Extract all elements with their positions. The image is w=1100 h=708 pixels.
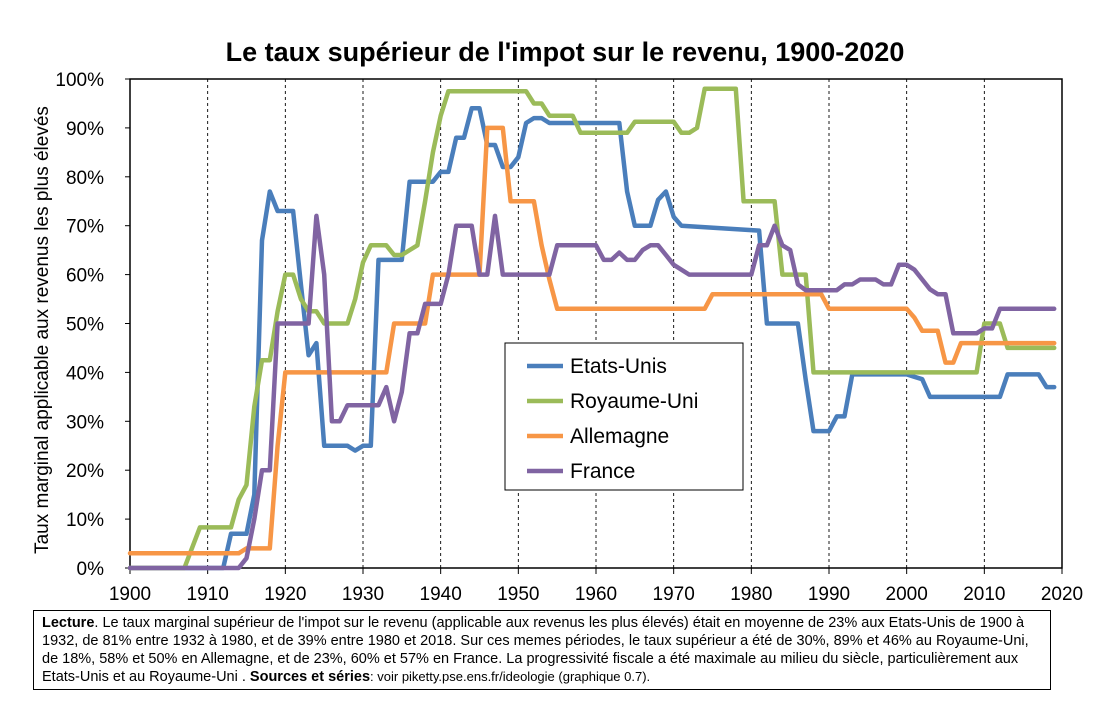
series-line-allemagne xyxy=(127,125,1057,556)
x-tick-label: 1970 xyxy=(653,584,695,605)
y-tick-label: 30% xyxy=(66,412,104,433)
legend-items: Etats-Unis Royaume-Uni Allemagne France xyxy=(527,355,698,483)
x-tick-label: 1900 xyxy=(109,584,151,605)
y-tick-label: 70% xyxy=(66,217,104,238)
legend-label-royaume-uni: Royaume-Uni xyxy=(570,390,698,413)
y-tick-label: 10% xyxy=(66,510,104,531)
y-tick-label: 40% xyxy=(66,363,104,384)
y-axis-ticks: 0% 10% 20% 30% 40% 50% 60% 70% 80% 90% 100% xyxy=(55,70,130,580)
y-tick-label: 50% xyxy=(66,315,104,336)
x-tick-label: 1980 xyxy=(730,584,772,605)
y-tick-label: 0% xyxy=(77,559,105,580)
x-tick-label: 1940 xyxy=(420,584,462,605)
x-tick-label: 2000 xyxy=(886,584,928,605)
series-line-france xyxy=(127,213,1057,571)
sources-label: Sources et séries xyxy=(249,669,371,685)
legend-label-etats-unis: Etats-Unis xyxy=(570,355,667,378)
legend-label-france: France xyxy=(570,460,635,483)
y-tick-label: 20% xyxy=(66,461,104,482)
x-tick-label: 1920 xyxy=(264,584,306,605)
x-tick-label: 1930 xyxy=(342,584,384,605)
lecture-note: Lecture. Le taux marginal supérieur de l… xyxy=(33,610,1051,690)
note-text: . Le taux marginal supérieur de l'impot … xyxy=(42,615,1029,685)
series-lines xyxy=(127,86,1057,571)
chart-title: Le taux supérieur de l'impot sur le reve… xyxy=(226,37,905,67)
x-axis-ticks: 1900 1910 1920 1930 1940 1950 1960 1970 1980 1990… xyxy=(109,568,1083,605)
x-tick-label: 1950 xyxy=(497,584,539,605)
y-tick-label: 100% xyxy=(55,70,104,91)
sources-text: : voir piketty.pse.ens.fr/ideologie (gra… xyxy=(370,669,651,684)
x-tick-label: 1910 xyxy=(187,584,229,605)
x-tick-label: 2010 xyxy=(963,584,1005,605)
legend: Etats-Unis Royaume-Uni Allemagne France xyxy=(504,342,744,491)
x-tick-label: 1960 xyxy=(575,584,617,605)
legend-label-allemagne: Allemagne xyxy=(570,425,669,448)
y-tick-label: 60% xyxy=(66,266,104,287)
x-tick-label: 1990 xyxy=(808,584,850,605)
series-line-etats-unis xyxy=(127,106,1057,571)
series-line-royaume-uni xyxy=(127,86,1057,571)
y-tick-label: 80% xyxy=(66,168,104,189)
y-axis-label: Taux marginal applicable aux revenus les… xyxy=(32,106,53,554)
y-tick-label: 90% xyxy=(66,119,104,140)
x-tick-label: 2020 xyxy=(1041,584,1083,605)
note-label: Lecture xyxy=(42,615,95,631)
